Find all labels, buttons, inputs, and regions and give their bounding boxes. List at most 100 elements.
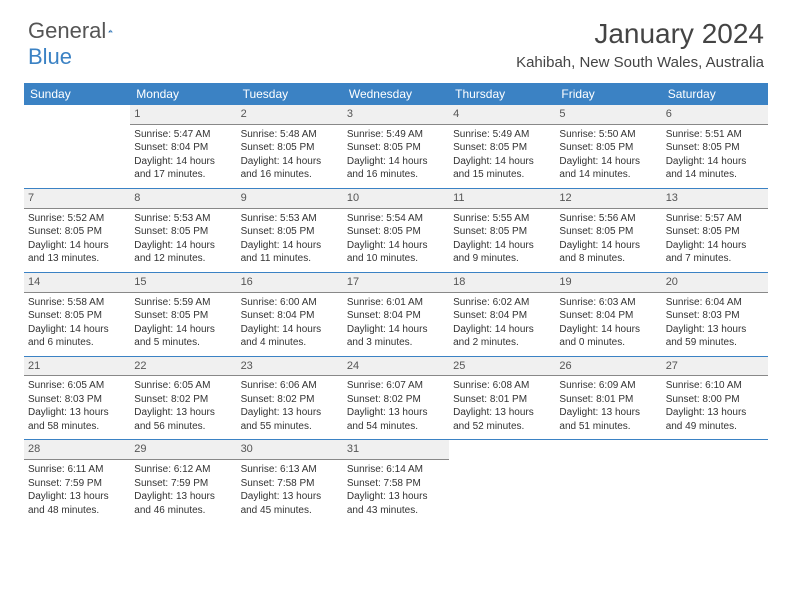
daylight-line: Daylight: 14 hours and 9 minutes. (453, 239, 551, 266)
logo-sail-icon (108, 22, 113, 40)
daylight-line: Daylight: 14 hours and 17 minutes. (134, 155, 232, 182)
calendar-day-cell: 21Sunrise: 6:05 AMSunset: 8:03 PMDayligh… (24, 356, 130, 440)
sunset-line: Sunset: 8:05 PM (241, 225, 339, 239)
sunset-line: Sunset: 8:02 PM (241, 393, 339, 407)
daylight-line: Daylight: 14 hours and 10 minutes. (347, 239, 445, 266)
calendar-day-cell: 11Sunrise: 5:55 AMSunset: 8:05 PMDayligh… (449, 188, 555, 272)
logo-text-blue-wrap: Blue (28, 44, 72, 70)
sunrise-line: Sunrise: 6:05 AM (28, 379, 126, 393)
calendar-day-cell (662, 440, 768, 523)
calendar-day-cell: 15Sunrise: 5:59 AMSunset: 8:05 PMDayligh… (130, 272, 236, 356)
daylight-line: Daylight: 13 hours and 54 minutes. (347, 406, 445, 433)
day-number: 21 (24, 357, 130, 377)
dow-header: Sunday (24, 83, 130, 105)
calendar-day-cell (555, 440, 661, 523)
daylight-line: Daylight: 13 hours and 43 minutes. (347, 490, 445, 517)
calendar-day-cell: 22Sunrise: 6:05 AMSunset: 8:02 PMDayligh… (130, 356, 236, 440)
header: General January 2024 Kahibah, New South … (0, 0, 792, 75)
location: Kahibah, New South Wales, Australia (516, 54, 764, 71)
sunset-line: Sunset: 8:05 PM (666, 141, 764, 155)
day-number: 31 (343, 440, 449, 460)
daylight-line: Daylight: 14 hours and 2 minutes. (453, 323, 551, 350)
calendar-day-cell: 12Sunrise: 5:56 AMSunset: 8:05 PMDayligh… (555, 188, 661, 272)
sunrise-line: Sunrise: 5:51 AM (666, 128, 764, 142)
sunset-line: Sunset: 8:05 PM (347, 225, 445, 239)
sunset-line: Sunset: 7:58 PM (347, 477, 445, 491)
logo-text-blue: Blue (28, 44, 72, 69)
sunset-line: Sunset: 8:05 PM (666, 225, 764, 239)
dow-header: Tuesday (237, 83, 343, 105)
calendar-day-cell: 1Sunrise: 5:47 AMSunset: 8:04 PMDaylight… (130, 105, 236, 188)
dow-header: Friday (555, 83, 661, 105)
sunset-line: Sunset: 8:04 PM (559, 309, 657, 323)
sunset-line: Sunset: 8:01 PM (453, 393, 551, 407)
day-number: 9 (237, 189, 343, 209)
daylight-line: Daylight: 14 hours and 0 minutes. (559, 323, 657, 350)
calendar-table: SundayMondayTuesdayWednesdayThursdayFrid… (24, 83, 768, 523)
sunrise-line: Sunrise: 5:53 AM (134, 212, 232, 226)
daylight-line: Daylight: 14 hours and 7 minutes. (666, 239, 764, 266)
sunset-line: Sunset: 7:58 PM (241, 477, 339, 491)
calendar-day-cell: 9Sunrise: 5:53 AMSunset: 8:05 PMDaylight… (237, 188, 343, 272)
day-number: 20 (662, 273, 768, 293)
day-number: 17 (343, 273, 449, 293)
daylight-line: Daylight: 13 hours and 49 minutes. (666, 406, 764, 433)
calendar-week-row: 1Sunrise: 5:47 AMSunset: 8:04 PMDaylight… (24, 105, 768, 188)
calendar-day-cell: 8Sunrise: 5:53 AMSunset: 8:05 PMDaylight… (130, 188, 236, 272)
day-number: 15 (130, 273, 236, 293)
daylight-line: Daylight: 14 hours and 14 minutes. (559, 155, 657, 182)
title-block: January 2024 Kahibah, New South Wales, A… (516, 18, 764, 71)
calendar-head: SundayMondayTuesdayWednesdayThursdayFrid… (24, 83, 768, 105)
sunset-line: Sunset: 8:05 PM (28, 309, 126, 323)
calendar-day-cell: 28Sunrise: 6:11 AMSunset: 7:59 PMDayligh… (24, 440, 130, 523)
calendar-day-cell: 4Sunrise: 5:49 AMSunset: 8:05 PMDaylight… (449, 105, 555, 188)
day-number: 25 (449, 357, 555, 377)
sunrise-line: Sunrise: 5:49 AM (453, 128, 551, 142)
daylight-line: Daylight: 14 hours and 16 minutes. (347, 155, 445, 182)
sunrise-line: Sunrise: 5:48 AM (241, 128, 339, 142)
day-number: 29 (130, 440, 236, 460)
day-number: 23 (237, 357, 343, 377)
daylight-line: Daylight: 13 hours and 45 minutes. (241, 490, 339, 517)
sunset-line: Sunset: 8:03 PM (666, 309, 764, 323)
calendar-day-cell: 29Sunrise: 6:12 AMSunset: 7:59 PMDayligh… (130, 440, 236, 523)
calendar-day-cell: 26Sunrise: 6:09 AMSunset: 8:01 PMDayligh… (555, 356, 661, 440)
sunrise-line: Sunrise: 5:49 AM (347, 128, 445, 142)
sunset-line: Sunset: 8:05 PM (453, 141, 551, 155)
daylight-line: Daylight: 13 hours and 48 minutes. (28, 490, 126, 517)
calendar-day-cell: 25Sunrise: 6:08 AMSunset: 8:01 PMDayligh… (449, 356, 555, 440)
day-number: 24 (343, 357, 449, 377)
calendar-day-cell: 7Sunrise: 5:52 AMSunset: 8:05 PMDaylight… (24, 188, 130, 272)
calendar-week-row: 21Sunrise: 6:05 AMSunset: 8:03 PMDayligh… (24, 356, 768, 440)
calendar-day-cell: 10Sunrise: 5:54 AMSunset: 8:05 PMDayligh… (343, 188, 449, 272)
day-number: 3 (343, 105, 449, 125)
dow-header: Monday (130, 83, 236, 105)
sunrise-line: Sunrise: 6:10 AM (666, 379, 764, 393)
sunrise-line: Sunrise: 6:02 AM (453, 296, 551, 310)
calendar-day-cell: 2Sunrise: 5:48 AMSunset: 8:05 PMDaylight… (237, 105, 343, 188)
sunrise-line: Sunrise: 6:12 AM (134, 463, 232, 477)
sunset-line: Sunset: 7:59 PM (134, 477, 232, 491)
calendar-day-cell: 27Sunrise: 6:10 AMSunset: 8:00 PMDayligh… (662, 356, 768, 440)
day-number: 19 (555, 273, 661, 293)
calendar-day-cell: 23Sunrise: 6:06 AMSunset: 8:02 PMDayligh… (237, 356, 343, 440)
dow-header: Wednesday (343, 83, 449, 105)
daylight-line: Daylight: 14 hours and 16 minutes. (241, 155, 339, 182)
day-number: 12 (555, 189, 661, 209)
daylight-line: Daylight: 14 hours and 12 minutes. (134, 239, 232, 266)
day-number: 22 (130, 357, 236, 377)
calendar-day-cell: 17Sunrise: 6:01 AMSunset: 8:04 PMDayligh… (343, 272, 449, 356)
daylight-line: Daylight: 14 hours and 6 minutes. (28, 323, 126, 350)
calendar-day-cell (449, 440, 555, 523)
calendar-day-cell: 20Sunrise: 6:04 AMSunset: 8:03 PMDayligh… (662, 272, 768, 356)
daylight-line: Daylight: 14 hours and 5 minutes. (134, 323, 232, 350)
day-number: 6 (662, 105, 768, 125)
sunset-line: Sunset: 8:00 PM (666, 393, 764, 407)
calendar-day-cell: 30Sunrise: 6:13 AMSunset: 7:58 PMDayligh… (237, 440, 343, 523)
daylight-line: Daylight: 14 hours and 13 minutes. (28, 239, 126, 266)
calendar-week-row: 28Sunrise: 6:11 AMSunset: 7:59 PMDayligh… (24, 440, 768, 523)
sunrise-line: Sunrise: 6:08 AM (453, 379, 551, 393)
sunrise-line: Sunrise: 6:00 AM (241, 296, 339, 310)
sunrise-line: Sunrise: 6:01 AM (347, 296, 445, 310)
daylight-line: Daylight: 14 hours and 15 minutes. (453, 155, 551, 182)
